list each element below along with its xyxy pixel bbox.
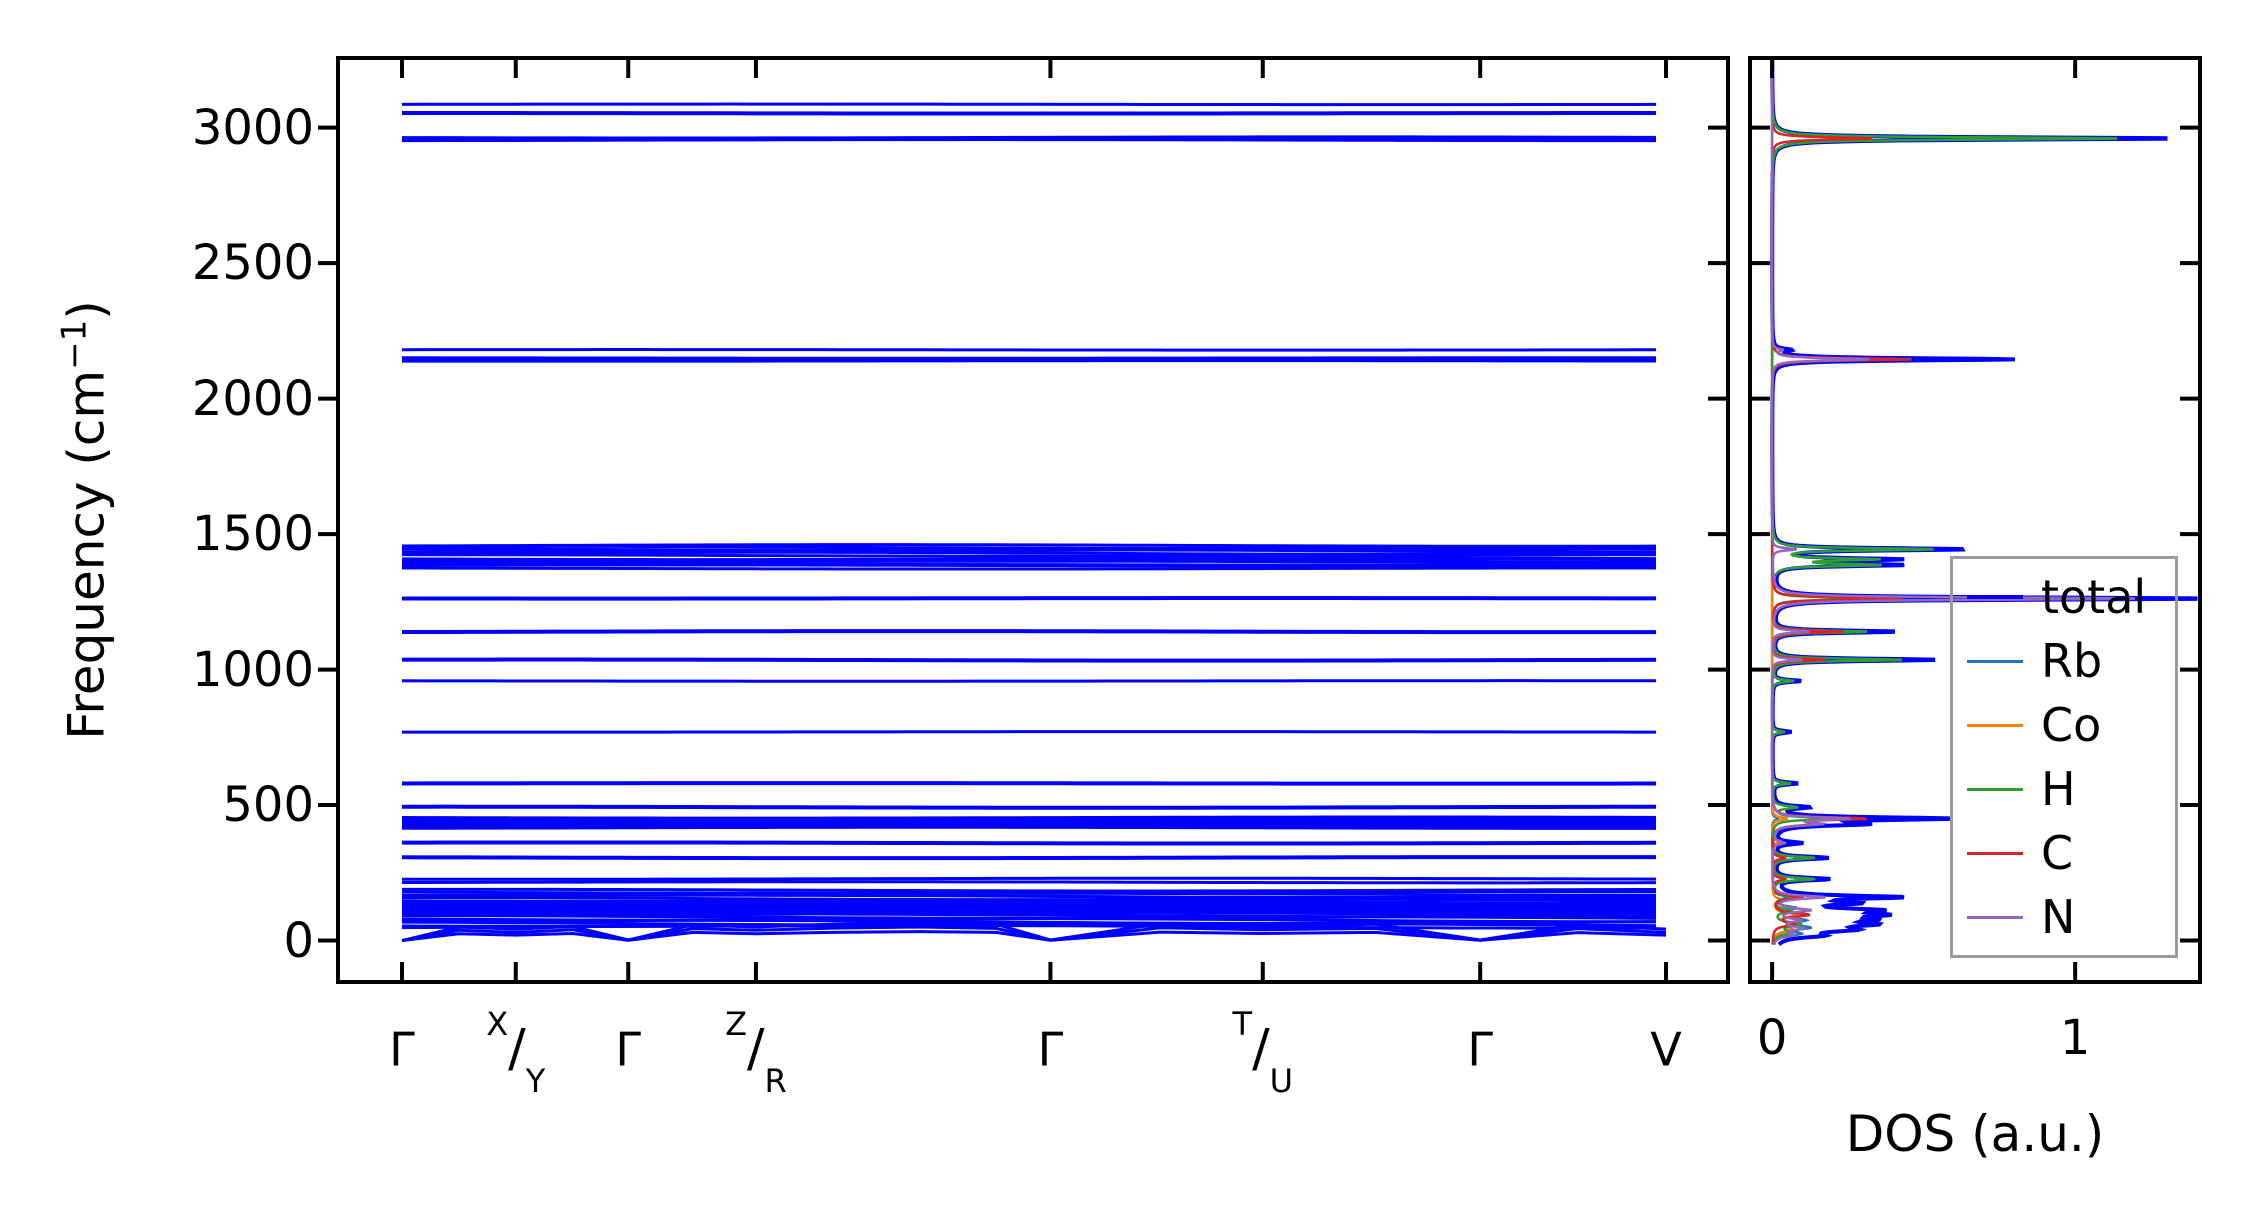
legend-row-c: C bbox=[1953, 828, 2175, 878]
dos-axis-label: DOS (a.u.) bbox=[1845, 1105, 2105, 1163]
y-tick-label-0: 0 bbox=[283, 912, 314, 969]
legend-label-total: total bbox=[2041, 570, 2147, 624]
legend-line-sample-n bbox=[1967, 915, 2023, 919]
x-tick-label-t-u: T/U bbox=[1232, 1005, 1294, 1100]
legend-row-co: Co bbox=[1953, 700, 2175, 750]
legend-label-n: N bbox=[2041, 890, 2076, 944]
y-tick-label-2500: 2500 bbox=[191, 235, 314, 292]
y-tick-label-1000: 1000 bbox=[191, 641, 314, 698]
y-tick-label-3000: 3000 bbox=[191, 99, 314, 156]
x-tick-label-gamma-3: Γ bbox=[1037, 1022, 1064, 1077]
band-structure-curves bbox=[401, 102, 1667, 943]
legend-label-c: C bbox=[2041, 826, 2074, 880]
legend-line-sample-c bbox=[1967, 851, 2023, 855]
x-tick-label-gamma-2: Γ bbox=[615, 1022, 642, 1077]
legend-row-h: H bbox=[1953, 764, 2175, 814]
y-axis-label-close: ) bbox=[57, 300, 116, 320]
legend-row-n: N bbox=[1953, 892, 2175, 942]
x-tick-label-gamma-1: Γ bbox=[389, 1022, 415, 1077]
dos-curves bbox=[1770, 60, 2198, 946]
dos-x-tick-label-1: 1 bbox=[2059, 1010, 2091, 1066]
legend-label-h: H bbox=[2041, 762, 2076, 816]
x-tick-label-x-y: X/Y bbox=[486, 1005, 546, 1100]
x-tick-label-gamma-4: Γ bbox=[1467, 1022, 1494, 1077]
y-tick-label-1500: 1500 bbox=[191, 506, 314, 563]
legend-label-co: Co bbox=[2041, 698, 2102, 752]
legend: total Rb Co H C N bbox=[1950, 556, 2178, 958]
y-tick-label-500: 500 bbox=[222, 777, 314, 834]
legend-label-rb: Rb bbox=[2041, 634, 2103, 688]
x-tick-label-v: V bbox=[1650, 1022, 1682, 1077]
y-tick-label-2000: 2000 bbox=[191, 370, 314, 427]
legend-line-sample-rb bbox=[1967, 659, 2023, 663]
legend-line-sample-h bbox=[1967, 787, 2023, 791]
legend-row-total: total bbox=[1953, 572, 2175, 622]
axes-frames-and-ticks bbox=[318, 56, 2202, 984]
legend-row-rb: Rb bbox=[1953, 636, 2175, 686]
legend-line-sample-total bbox=[1967, 595, 2023, 599]
legend-line-sample-co bbox=[1967, 723, 2023, 727]
x-tick-label-z-r: Z/R bbox=[725, 1005, 787, 1100]
dos-x-tick-label-0: 0 bbox=[1756, 1010, 1788, 1066]
y-axis-label-exponent: −1 bbox=[54, 319, 95, 370]
